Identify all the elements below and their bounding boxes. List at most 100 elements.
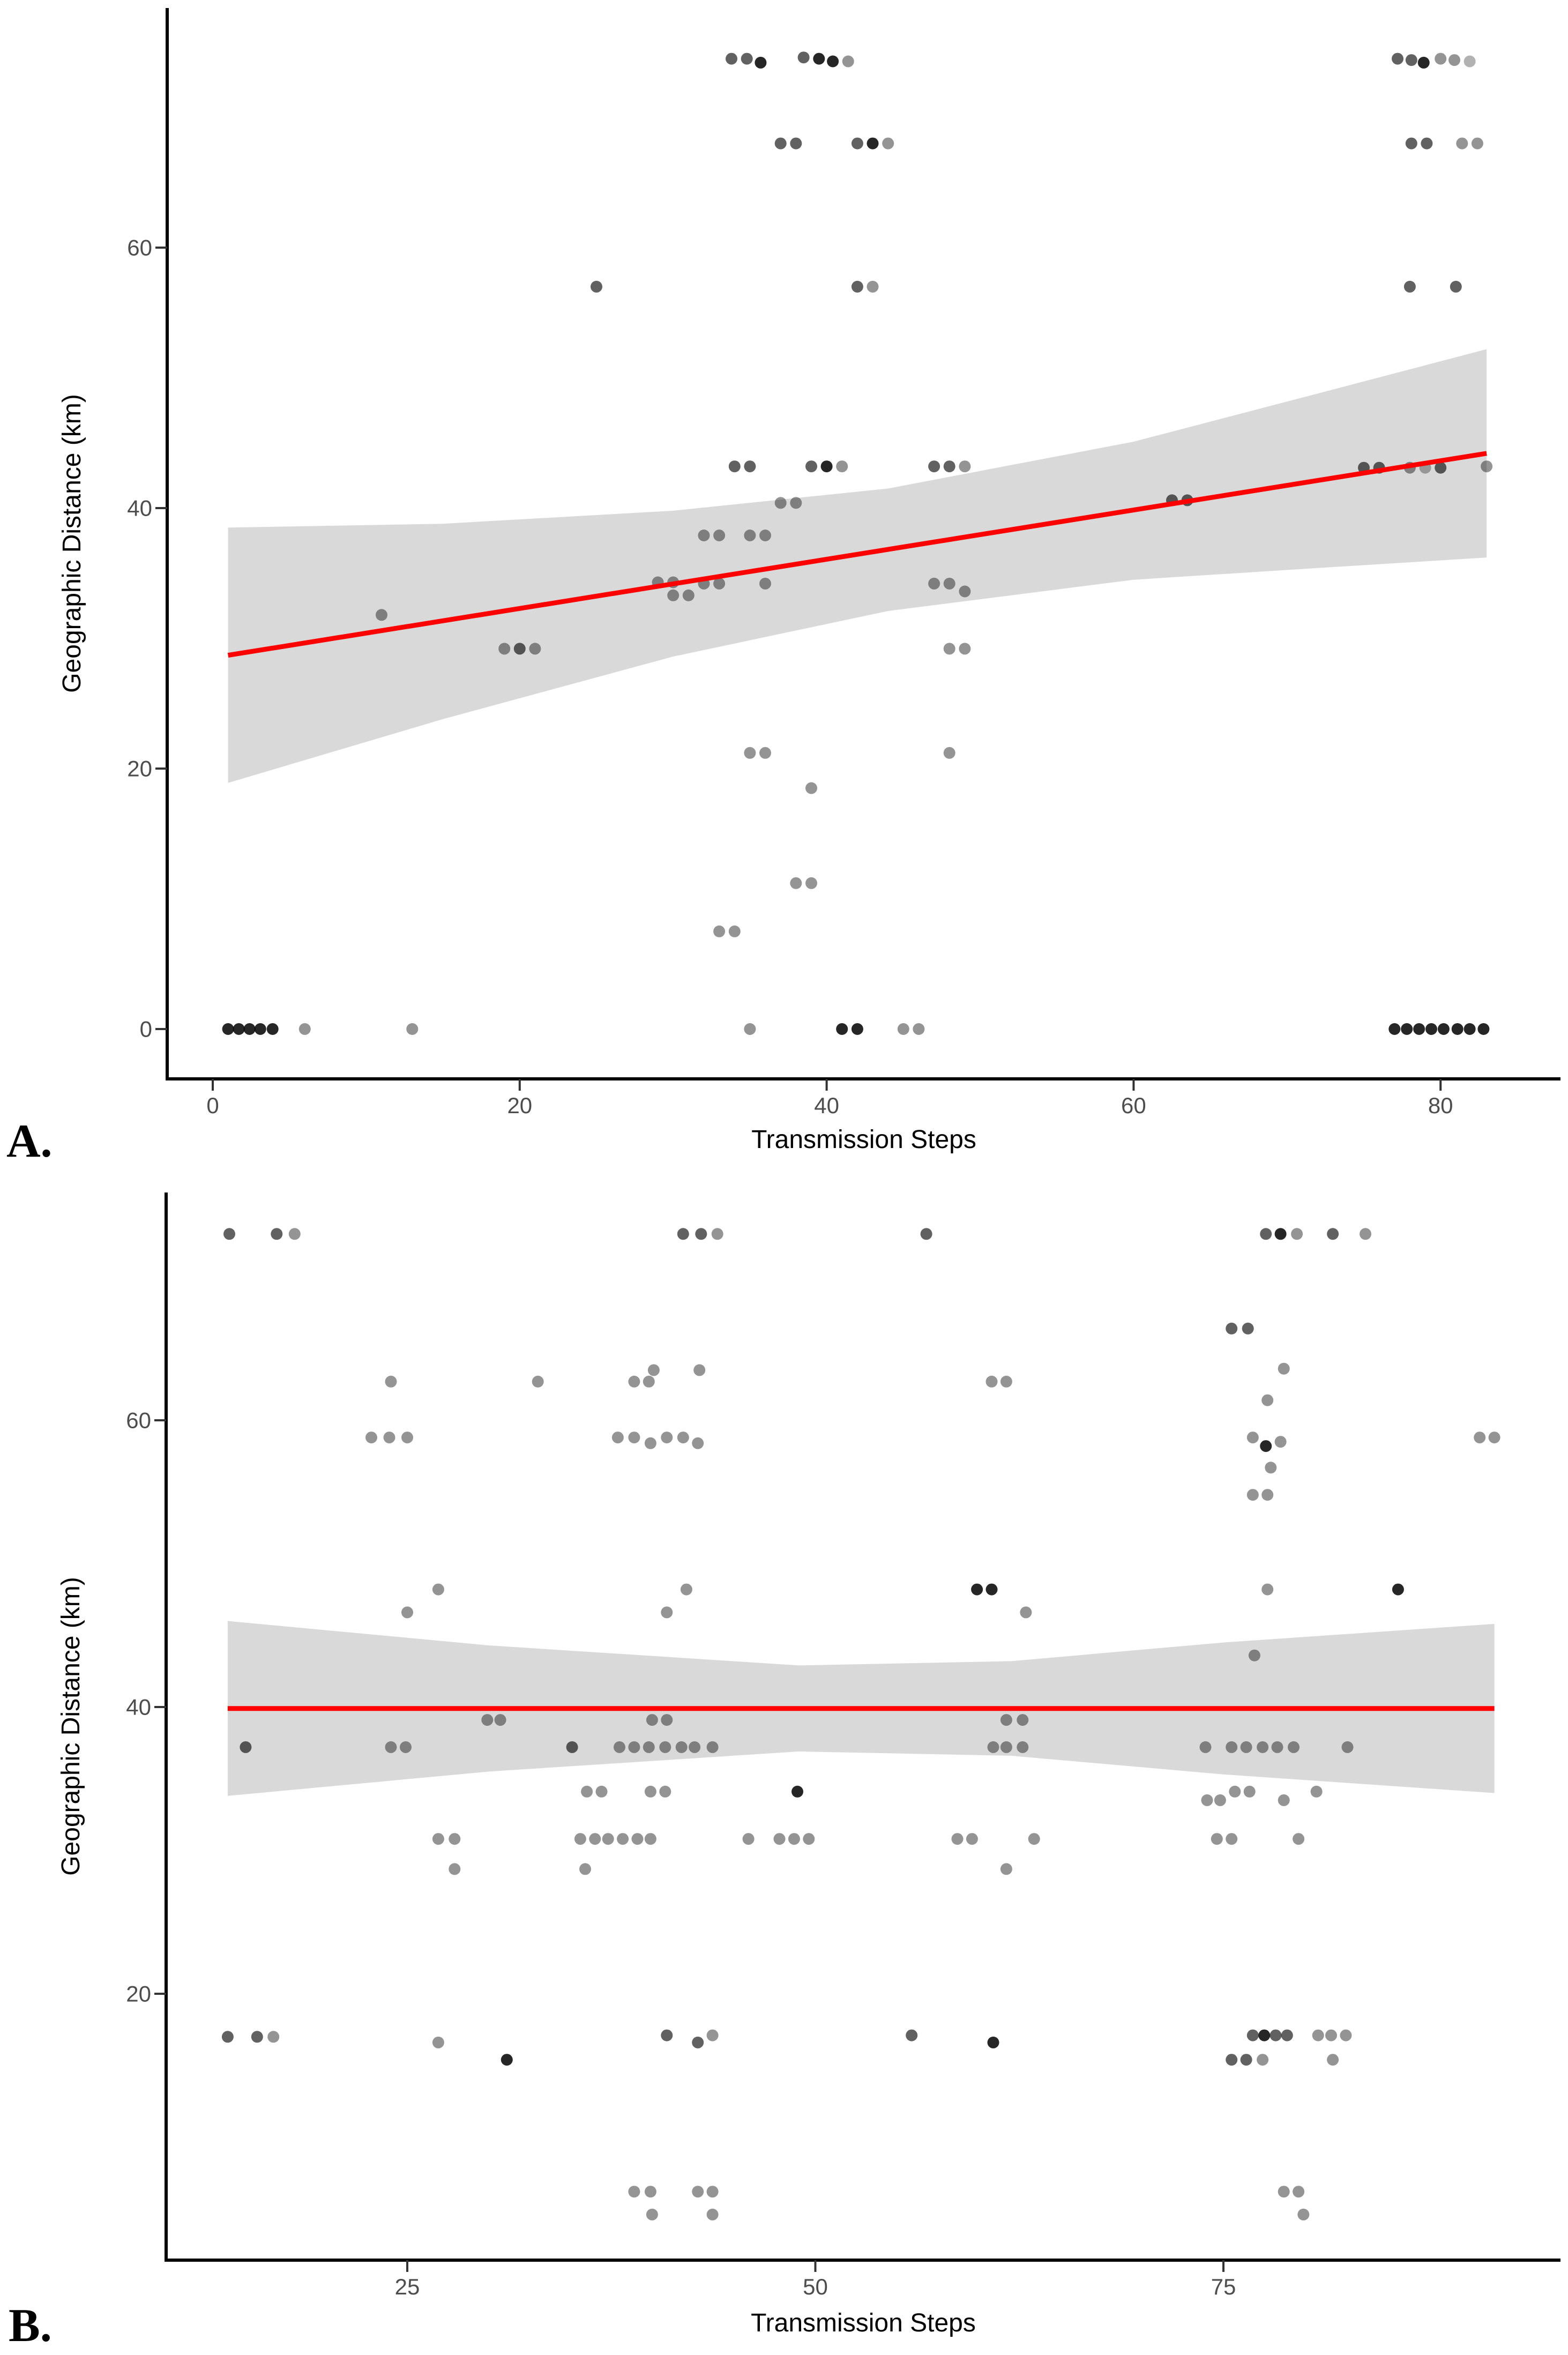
data-point [1246,1489,1259,1501]
data-point [1297,2208,1310,2220]
x-tick-label: 50 [803,2274,828,2299]
data-point [498,643,511,655]
data-point [1474,1432,1486,1444]
data-point [928,460,940,473]
x-tick-label: 20 [507,1093,532,1118]
data-point [1341,1741,1354,1753]
data-point [1246,1432,1259,1444]
data-point [1425,1023,1437,1035]
data-point [1405,137,1417,150]
data-point [773,1833,786,1845]
data-point [1270,2029,1282,2041]
data-point [644,1833,656,1845]
data-point [501,2054,513,2066]
data-point [223,1228,235,1240]
data-point [693,1364,706,1376]
scatter-points [221,1228,1500,2220]
data-point [711,1228,723,1240]
data-point [1199,1741,1212,1753]
data-point [298,1023,311,1035]
data-point [1261,1583,1274,1596]
data-point [1401,1023,1413,1035]
panel-label-b: B. [9,2300,52,2352]
data-point [1271,1741,1283,1753]
data-point [803,1833,815,1845]
data-point [1477,1023,1490,1035]
data-point [647,1364,660,1376]
data-point [1000,1714,1012,1726]
data-point [376,609,387,621]
data-point [706,2186,719,2198]
data-point [1243,1785,1256,1798]
data-point [581,1785,593,1798]
data-point [1214,1794,1226,1806]
data-point [1293,1833,1305,1845]
data-point [449,1833,461,1845]
data-point [805,460,817,473]
data-point [1226,1322,1238,1335]
data-point [1405,54,1417,66]
y-tick-label: 20 [126,1981,151,2007]
data-point [692,1437,704,1449]
data-point [254,1023,266,1035]
confidence-band [228,349,1487,783]
data-point [1226,1833,1238,1845]
data-point [695,1228,707,1240]
data-point [726,53,737,65]
data-point [882,137,894,150]
data-point [713,577,726,590]
data-point [966,1833,978,1845]
data-point [1451,1023,1464,1035]
data-point [365,1432,377,1444]
data-point [1435,53,1447,65]
data-point [1310,1785,1323,1798]
y-axis-title: Geographic Distance (km) [57,1577,85,1876]
data-point [742,1833,755,1845]
x-tick-label: 40 [814,1093,839,1118]
data-point [851,137,863,150]
data-point [805,877,817,889]
data-point [755,56,767,69]
data-point [987,1741,999,1753]
data-point [589,1833,601,1845]
data-point [1388,1023,1401,1035]
data-point [943,577,955,590]
data-point [1000,1863,1012,1875]
data-point [628,1741,640,1753]
x-tick-label: 60 [1121,1093,1146,1118]
data-point [1260,1440,1272,1452]
data-point [661,2029,673,2041]
data-point [1229,1785,1241,1798]
x-axis-title: Transmission Steps [751,2309,976,2337]
data-point [1257,1741,1269,1753]
data-point [243,1023,256,1035]
data-point [897,1023,909,1035]
data-point [222,1023,234,1035]
data-point [680,1583,692,1596]
data-point [631,1833,644,1845]
data-point [677,1432,689,1444]
x-tick-label: 0 [206,1093,219,1118]
data-point [836,1023,848,1035]
data-point [1327,2054,1339,2066]
panel-a: 0 20 40 60 80 0 20 40 60 Transmission Steps Geogra… [58,8,1560,1154]
data-point [1240,2054,1252,2066]
data-point [1242,1322,1254,1335]
data-point [400,1741,412,1753]
data-point [790,497,802,509]
data-point [867,137,879,150]
data-point [741,53,753,65]
data-point [1464,55,1476,68]
data-point [913,1023,925,1035]
y-axis-title: Geographic Distance (km) [58,394,86,693]
data-point [1211,1833,1223,1845]
data-point [401,1606,413,1619]
data-point [1265,1462,1277,1474]
data-point [1278,1362,1290,1375]
data-point [851,280,863,293]
data-point [682,589,695,601]
data-point [240,1741,252,1753]
data-point [985,1583,998,1596]
data-point [251,2031,263,2043]
data-point [959,643,971,655]
